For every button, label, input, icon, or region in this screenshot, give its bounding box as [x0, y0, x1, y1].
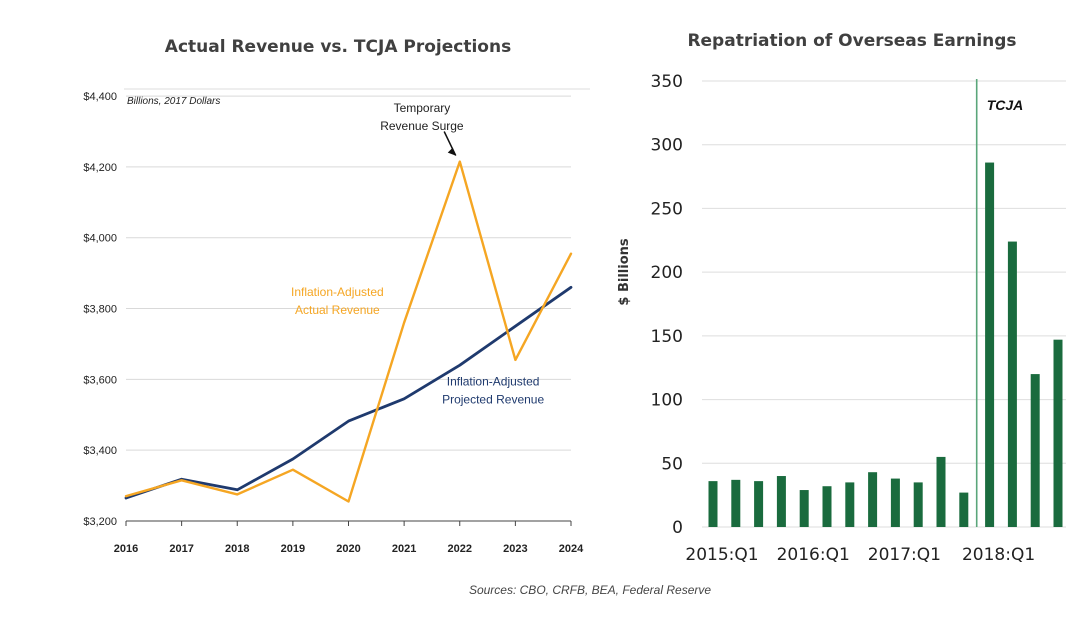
- repatriation-bar: [776, 476, 786, 527]
- projected-revenue-label: Projected Revenue: [442, 393, 544, 407]
- repatriation-bar: [731, 479, 741, 527]
- revenue-y-tick-label: $3,600: [83, 374, 117, 386]
- repatriation-bar: [1053, 339, 1063, 527]
- repatriation-y-tick-label: 0: [672, 518, 683, 538]
- revenue-y-tick-label: $4,400: [83, 91, 117, 103]
- revenue-x-tick-label: 2021: [392, 543, 416, 555]
- repatriation-gridlines: [702, 80, 1066, 528]
- repatriation-bar: [868, 472, 878, 527]
- repatriation-y-tick-label: 100: [651, 391, 683, 411]
- revenue-x-tick-label: 2020: [336, 543, 360, 555]
- repatriation-x-axis: 2015:Q1 2016:Q1 2017:Q1 2018:Q1: [685, 545, 1035, 565]
- repatriation-chart: Repatriation of Overseas Earnings $ Bill…: [617, 31, 1066, 565]
- revenue-y-tick-label: $3,800: [83, 304, 117, 316]
- sources-note: Sources: CBO, CRFB, BEA, Federal Reserve: [469, 583, 711, 597]
- repatriation-bar: [1007, 241, 1017, 527]
- revenue-x-tick-label: 2024: [559, 543, 584, 555]
- revenue-chart-title: Actual Revenue vs. TCJA Projections: [165, 37, 511, 57]
- repatriation-chart-title: Repatriation of Overseas Earnings: [687, 31, 1016, 51]
- revenue-y-tick-label: $3,200: [83, 516, 117, 528]
- revenue-series: [124, 160, 573, 503]
- revenue-x-tick-label: 2016: [114, 543, 138, 555]
- repatriation-x-tick-label: 2017:Q1: [868, 545, 941, 565]
- repatriation-x-tick-label: 2015:Q1: [685, 545, 758, 565]
- revenue-x-tick-label: 2018: [225, 543, 249, 555]
- actual-revenue-label: Actual Revenue: [295, 303, 380, 317]
- revenue-y-tick-label: $4,000: [83, 233, 117, 245]
- repatriation-bar: [1030, 374, 1040, 527]
- surge-annotation: Temporary Revenue Surge: [380, 101, 464, 156]
- revenue-chart: Actual Revenue vs. TCJA Projections Bill…: [83, 37, 590, 555]
- repatriation-y-tick-label: 50: [661, 454, 683, 474]
- repatriation-bars: [708, 162, 1063, 527]
- revenue-series-labels: Inflation-Adjusted Actual Revenue Inflatio…: [291, 285, 544, 407]
- revenue-x-tick-label: 2017: [169, 543, 193, 555]
- repatriation-bar: [799, 490, 809, 527]
- repatriation-bar: [845, 482, 855, 527]
- tcja-label: TCJA: [987, 97, 1024, 113]
- repatriation-bar: [913, 482, 923, 527]
- revenue-x-tick-label: 2019: [281, 543, 305, 555]
- repatriation-bar: [936, 456, 946, 527]
- repatriation-bar: [708, 481, 718, 527]
- revenue-y-tick-label: $3,400: [83, 445, 117, 457]
- repatriation-bar: [959, 492, 969, 527]
- repatriation-y-axis: 0 50 100 150 200 250 300 350: [651, 72, 683, 538]
- revenue-x-axis: 2016 2017 2018 2019 2020 2021 2022 2023 2024: [114, 521, 584, 555]
- repatriation-bar: [754, 481, 764, 527]
- actual-revenue-line: [124, 160, 573, 503]
- repatriation-bar: [890, 478, 900, 527]
- repatriation-y-tick-label: 200: [651, 263, 683, 283]
- projected-revenue-label: Inflation-Adjusted: [447, 375, 540, 389]
- repatriation-x-tick-label: 2018:Q1: [962, 545, 1035, 565]
- repatriation-y-tick-label: 150: [651, 327, 683, 347]
- revenue-x-tick-label: 2023: [503, 543, 527, 555]
- revenue-y-tick-label: $4,200: [83, 162, 117, 174]
- revenue-x-tick-label: 2022: [448, 543, 472, 555]
- surge-annotation-text: Temporary: [394, 101, 451, 115]
- revenue-y-axis: $3,200 $3,400 $3,600 $3,800 $4,000 $4,200 $4,4…: [83, 91, 117, 528]
- surge-arrow-head: [447, 147, 456, 156]
- repatriation-y-tick-label: 300: [651, 136, 683, 156]
- repatriation-y-axis-label: $ Billions: [617, 238, 632, 305]
- repatriation-bar: [822, 486, 832, 527]
- repatriation-x-tick-label: 2016:Q1: [777, 545, 850, 565]
- revenue-chart-subtitle: Billions, 2017 Dollars: [127, 96, 220, 107]
- repatriation-y-tick-label: 350: [651, 72, 683, 92]
- tcja-marker: TCJA: [975, 79, 1024, 527]
- actual-revenue-label: Inflation-Adjusted: [291, 285, 384, 299]
- surge-annotation-text: Revenue Surge: [380, 119, 464, 133]
- projected-revenue-line: [124, 285, 573, 500]
- revenue-gridlines: [126, 95, 571, 522]
- repatriation-bar: [985, 162, 995, 527]
- repatriation-y-tick-label: 250: [651, 199, 683, 219]
